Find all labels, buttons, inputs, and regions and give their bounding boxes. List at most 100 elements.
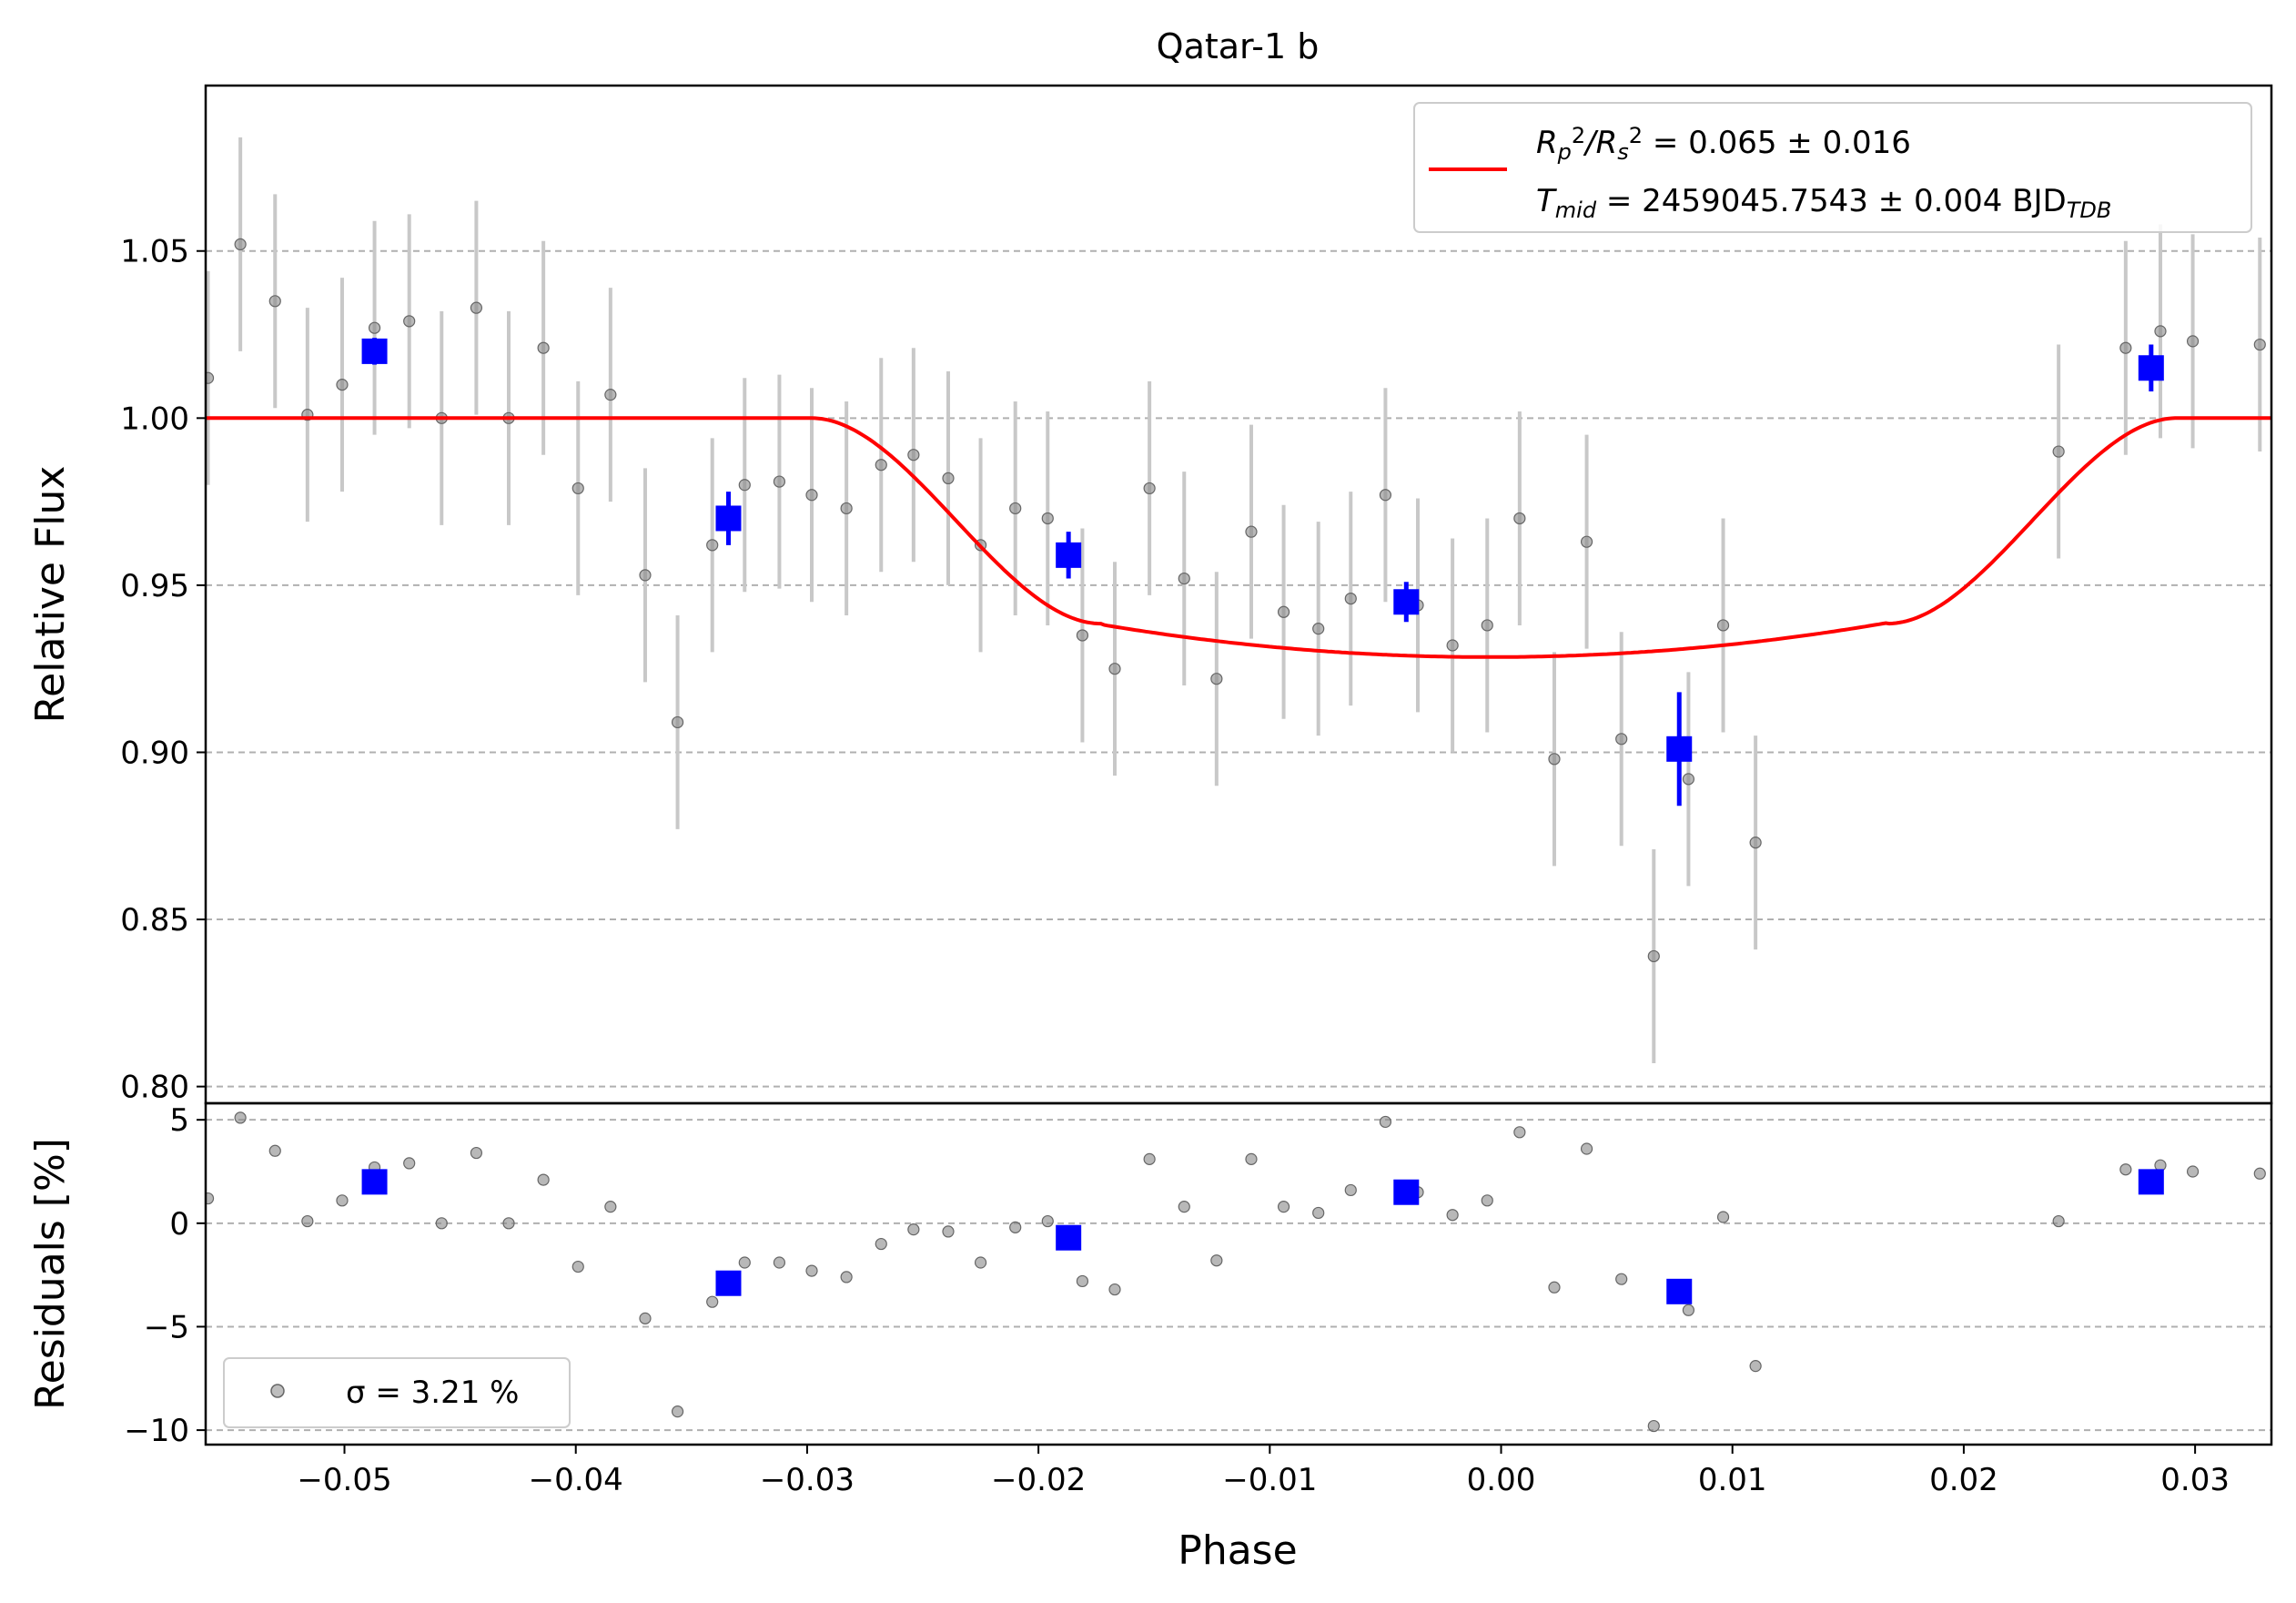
- raw-flux-point: [1615, 733, 1628, 746]
- binned-residual-point: [1056, 1224, 1082, 1251]
- transit-model-line: [206, 416, 2271, 659]
- binned-flux-points: [361, 338, 2164, 807]
- legend-text-part: R: [1536, 125, 1558, 161]
- raw-flux-point: [604, 389, 617, 401]
- raw-residual-point: [1481, 1194, 1493, 1207]
- residuals-sigma-label: σ = 3.21 %: [346, 1375, 519, 1411]
- raw-flux-point: [1108, 663, 1121, 675]
- binned-residual-point: [715, 1270, 742, 1296]
- raw-flux-point: [1344, 592, 1357, 605]
- raw-residual-point: [571, 1260, 584, 1273]
- main-y-tick-label: 1.00: [120, 401, 189, 437]
- raw-residual-point: [907, 1223, 920, 1236]
- main-y-tick-label: 0.85: [120, 902, 189, 938]
- raw-residual-point: [1210, 1254, 1223, 1267]
- raw-flux-point: [840, 502, 853, 515]
- raw-residual-point: [502, 1217, 515, 1230]
- raw-flux-point: [368, 321, 381, 334]
- legend-text-part: 2: [1572, 123, 1585, 148]
- residuals-y-ticks: −10 −5 0 5: [124, 1102, 206, 1449]
- raw-flux-point: [1513, 512, 1526, 525]
- x-tick-label: 0.00: [1467, 1462, 1536, 1498]
- binned-residual-point: [361, 1169, 388, 1195]
- binned-flux-point: [715, 505, 742, 532]
- raw-residual-point: [1076, 1274, 1089, 1288]
- main-y-ticks: 0.80 0.85 0.90 0.95 1.00 1.05: [120, 234, 206, 1106]
- main-y-axis-label: Relative Flux: [27, 466, 74, 724]
- x-tick-label: −0.03: [760, 1462, 855, 1498]
- chart-title: Qatar-1 b: [1157, 26, 1320, 66]
- legend-text-part: = 2459045.7543 ± 0.004 BJD: [1596, 183, 2067, 219]
- raw-residual-point: [1446, 1209, 1459, 1222]
- raw-residual-point: [537, 1173, 550, 1186]
- raw-flux-point: [2186, 335, 2200, 348]
- raw-residual-point: [2119, 1163, 2132, 1176]
- x-tick-label: 0.03: [2160, 1462, 2230, 1498]
- raw-residual-point: [738, 1256, 751, 1269]
- residuals-y-axis-label: Residuals [%]: [27, 1138, 74, 1410]
- raw-residual-point: [301, 1214, 314, 1228]
- binned-flux-point: [1393, 589, 1420, 615]
- raw-flux-point: [875, 459, 887, 472]
- residuals-y-tick-label: 5: [169, 1102, 189, 1139]
- x-tick-label: 0.02: [1929, 1462, 1998, 1498]
- raw-flux-point: [1076, 629, 1089, 642]
- legend-text-part: 2: [1629, 123, 1643, 148]
- raw-flux-point: [2119, 341, 2132, 354]
- raw-residual-point: [2052, 1214, 2065, 1228]
- x-tick-label: −0.04: [529, 1462, 623, 1498]
- x-tick-label: 0.01: [1698, 1462, 1767, 1498]
- raw-residual-point: [1312, 1206, 1325, 1220]
- raw-flux-point: [206, 371, 215, 384]
- raw-flux-point: [470, 301, 483, 314]
- raw-flux-point: [1749, 837, 1762, 849]
- raw-residual-point: [1580, 1142, 1593, 1155]
- raw-residual-point: [234, 1111, 247, 1124]
- raw-residual-point: [1108, 1283, 1121, 1296]
- raw-flux-point: [2253, 338, 2266, 351]
- binned-residual-point: [1393, 1179, 1420, 1205]
- raw-flux-points: [206, 137, 2266, 1063]
- raw-flux-point: [907, 449, 920, 462]
- raw-flux-point: [671, 715, 684, 729]
- legend-text-part: TDB: [2067, 198, 2112, 223]
- residuals-gridlines: [206, 1119, 2271, 1432]
- raw-flux-point: [1379, 489, 1392, 502]
- binned-flux-point: [1666, 736, 1693, 762]
- raw-residual-point: [1344, 1183, 1357, 1197]
- raw-residual-point: [1178, 1201, 1190, 1213]
- main-legend: Rp2/Rs2 = 0.065 ± 0.016 Tmid = 2459045.7…: [1413, 102, 2252, 233]
- raw-flux-point: [336, 379, 349, 391]
- raw-residual-point: [1749, 1360, 1762, 1373]
- raw-residual-point: [1647, 1419, 1660, 1433]
- x-tick-label: −0.02: [991, 1462, 1086, 1498]
- residuals-y-tick-label: 0: [169, 1206, 189, 1243]
- raw-flux-point: [1210, 673, 1223, 685]
- raw-residual-point: [206, 1192, 215, 1205]
- raw-residual-point: [1009, 1221, 1022, 1233]
- legend-text-part: mid: [1555, 198, 1597, 223]
- raw-residual-point: [671, 1405, 684, 1418]
- legend-radius-ratio: Rp2/Rs2 = 0.065 ± 0.016: [1536, 123, 1911, 165]
- raw-flux-point: [1143, 482, 1156, 495]
- raw-flux-point: [571, 482, 584, 495]
- raw-flux-point: [1178, 572, 1190, 585]
- raw-flux-point: [2052, 445, 2065, 458]
- raw-flux-point: [1041, 512, 1054, 525]
- raw-flux-point: [1580, 535, 1593, 548]
- raw-residual-point: [974, 1256, 987, 1269]
- raw-flux-point: [942, 472, 955, 485]
- legend-text-part: p: [1557, 139, 1572, 165]
- raw-residual-point: [1277, 1201, 1290, 1213]
- raw-flux-point: [805, 489, 818, 502]
- x-axis-label: Phase: [1178, 1527, 1297, 1574]
- raw-residual-point: [639, 1312, 652, 1324]
- binned-flux-point: [2138, 355, 2164, 381]
- raw-flux-point: [1446, 639, 1459, 652]
- binned-residual-points: [361, 1169, 2164, 1304]
- raw-flux-point: [1009, 502, 1022, 515]
- raw-residual-point: [875, 1237, 887, 1251]
- raw-flux-point: [403, 315, 416, 328]
